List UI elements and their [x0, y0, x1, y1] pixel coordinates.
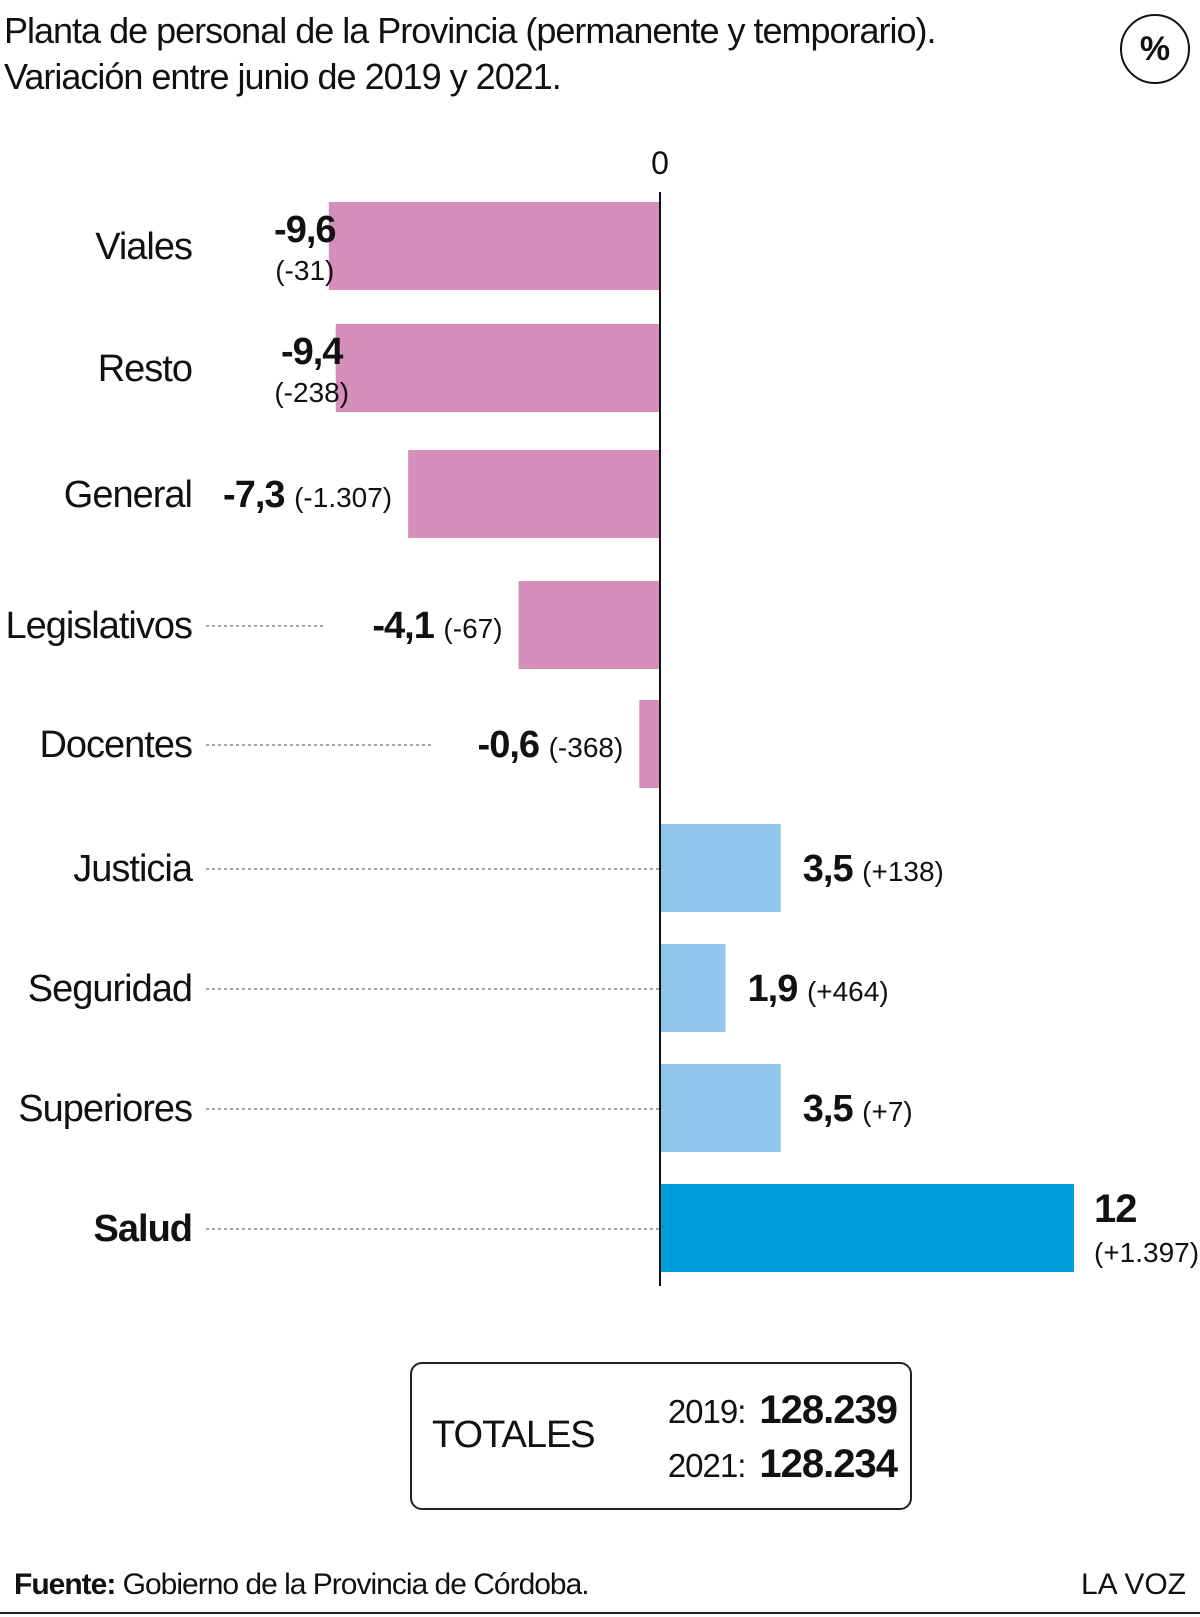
totals-row-2021: 2021: 128.234 [622, 1442, 898, 1487]
bar-general [408, 450, 660, 538]
chart-title-line-1: Planta de personal de la Provincia (perm… [4, 10, 937, 51]
value-label-superiores: 3,5 (+7) [803, 1088, 913, 1130]
value-label-legislativos: -4,1 (-67) [372, 605, 502, 647]
change-label-legislativos: (-67) [443, 613, 502, 644]
category-label-resto: Resto [98, 348, 192, 390]
bar-resto [335, 324, 660, 412]
category-label-seguridad: Seguridad [28, 968, 192, 1010]
chart-title: Planta de personal de la Provincia (perm… [4, 8, 1064, 100]
source-note: Fuente: Gobierno de la Provincia de Córd… [14, 1568, 590, 1602]
bar-chart: 0 Viales -9,6 (-31) Resto -9,4 (-238) General -7… [5, 145, 1199, 1286]
change-label-justicia: (+138) [862, 856, 944, 887]
category-label-general: General [64, 474, 192, 516]
totals-year: 2019: [667, 1393, 747, 1430]
change-label-viales: (-31) [275, 255, 334, 286]
bar-viales [328, 202, 660, 290]
footer-divider [0, 1612, 1200, 1614]
source-label: Fuente: [14, 1568, 116, 1601]
value-label-general: -7,3 (-1.307) [223, 474, 392, 516]
change-label-salud: (+1.397) [1094, 1237, 1199, 1268]
totals-row-2019: 2019: 128.239 [622, 1388, 898, 1433]
value-label-seguridad: 1,9 (+464) [748, 968, 889, 1010]
bar-seguridad [660, 944, 726, 1032]
bar-docentes [639, 700, 660, 788]
bar-superiores [660, 1064, 781, 1152]
value-label-viales: -9,6 [274, 209, 335, 251]
category-label-superiores: Superiores [18, 1088, 192, 1130]
percent-badge: % [1120, 14, 1190, 84]
zero-tick-label: 0 [651, 145, 669, 181]
change-label-general: (-1.307) [294, 482, 392, 513]
value-label-justicia: 3,5 (+138) [803, 848, 944, 890]
category-label-justicia: Justicia [73, 848, 194, 890]
chart-title-line-2: Variación entre junio de 2019 y 2021. [4, 56, 562, 97]
change-label-resto: (-238) [274, 377, 349, 408]
brand-logo-text: LA VOZ [1080, 1568, 1186, 1601]
bar-legislativos [518, 581, 660, 669]
totals-value: 128.239 [759, 1388, 898, 1432]
category-label-legislativos: Legislativos [5, 605, 192, 647]
totals-year: 2021: [667, 1447, 747, 1484]
value-label-docentes: -0,6 (-368) [478, 724, 624, 766]
category-label-viales: Viales [95, 226, 192, 268]
change-label-seguridad: (+464) [807, 976, 889, 1007]
category-label-salud: Salud [94, 1208, 192, 1250]
source-text: Gobierno de la Provincia de Córdoba. [115, 1568, 590, 1601]
totals-label: TOTALES [432, 1414, 596, 1456]
change-label-docentes: (-368) [549, 732, 624, 763]
bar-justicia [660, 824, 781, 912]
change-label-superiores: (+7) [862, 1096, 913, 1127]
category-label-docentes: Docentes [39, 724, 192, 766]
totals-box: TOTALES 2019: 128.239 2021: 128.234 [410, 1362, 912, 1510]
bar-salud [660, 1184, 1074, 1272]
value-label-salud: 12 [1094, 1187, 1137, 1231]
value-label-resto: -9,4 [281, 331, 343, 373]
totals-value: 128.234 [759, 1442, 898, 1486]
